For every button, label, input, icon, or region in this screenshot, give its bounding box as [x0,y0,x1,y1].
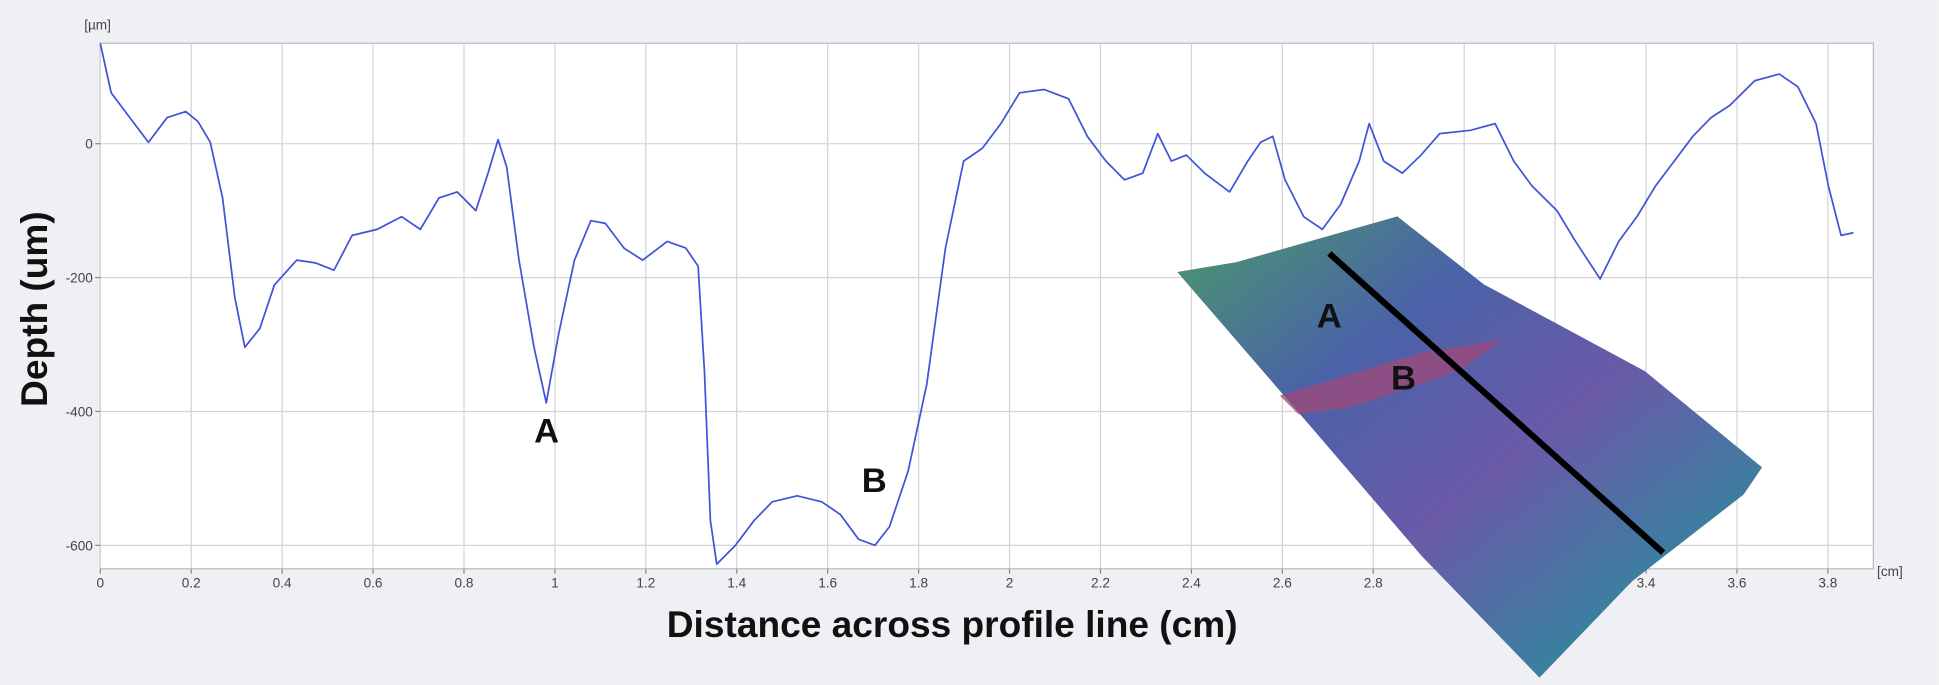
x-tick-label: 1.4 [727,575,746,590]
x-tick-label: 3.8 [1818,575,1837,590]
chart: 0 0.2 0.4 0.6 0.8 1 1.2 1.4 1.6 1.8 2 2.2 2.4 2.6 2.8 3… [0,0,1939,685]
x-axis-title: Distance across profile line (cm) [667,603,1238,645]
x-tick-label: 2.2 [1091,575,1110,590]
x-tick-label: 2 [1006,575,1014,590]
x-tick-label: 0.2 [182,575,201,590]
x-tick-label: 0.6 [364,575,383,590]
x-tick-label: 2.8 [1364,575,1383,590]
y-axis-title: Depth (um) [13,211,55,407]
inset-label: B [1391,359,1416,397]
x-tick-label: 0 [96,575,104,590]
annotation: A [534,413,559,451]
x-tick-label: 1.2 [636,575,655,590]
x-tick-label: 3.6 [1728,575,1747,590]
y-unit: [µm] [84,18,111,33]
x-tick-label: 1.8 [909,575,928,590]
annotation: B [862,462,887,500]
x-tick-label: 2.4 [1182,575,1201,590]
x-tick-label: 1 [551,575,559,590]
y-tick-label: -600 [66,538,94,553]
x-tick-label: 0.8 [455,575,474,590]
y-tick-label: 0 [85,137,93,152]
x-tick-label: 3.4 [1637,575,1656,590]
x-tick-label: 2.6 [1273,575,1292,590]
y-tick-label: -200 [66,271,94,286]
inset-label: A [1317,298,1342,336]
x-unit: [cm] [1877,564,1903,579]
x-tick-label: 0.4 [273,575,292,590]
y-tick-label: -400 [66,404,94,419]
x-tick-label: 1.6 [818,575,837,590]
